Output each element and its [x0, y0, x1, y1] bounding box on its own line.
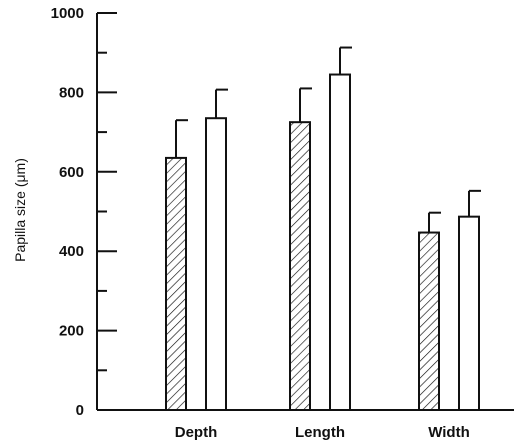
bar-hatched — [289, 121, 311, 412]
bar-open — [205, 117, 227, 412]
bar-open — [329, 73, 351, 411]
bars: Depth Length Width — [165, 46, 481, 441]
y-tick-label: 0 — [76, 402, 84, 419]
bar-hatched — [165, 156, 187, 411]
y-tick-label: 400 — [59, 243, 84, 260]
bar-open — [458, 215, 480, 411]
x-category-label: Width — [428, 424, 470, 441]
axes: 0 200 400 600 800 1000 — [51, 5, 514, 419]
y-tick-label: 600 — [59, 164, 84, 181]
labels: Papilla size (μm) — [12, 158, 28, 262]
y-tick-label: 1000 — [51, 5, 84, 22]
bar-hatched — [418, 231, 440, 411]
y-tick-label: 800 — [59, 84, 84, 101]
x-category-label: Depth — [175, 424, 218, 441]
x-category-label: Length — [295, 424, 345, 441]
y-tick-label: 200 — [59, 323, 84, 340]
y-axis-title: Papilla size (μm) — [12, 158, 28, 262]
